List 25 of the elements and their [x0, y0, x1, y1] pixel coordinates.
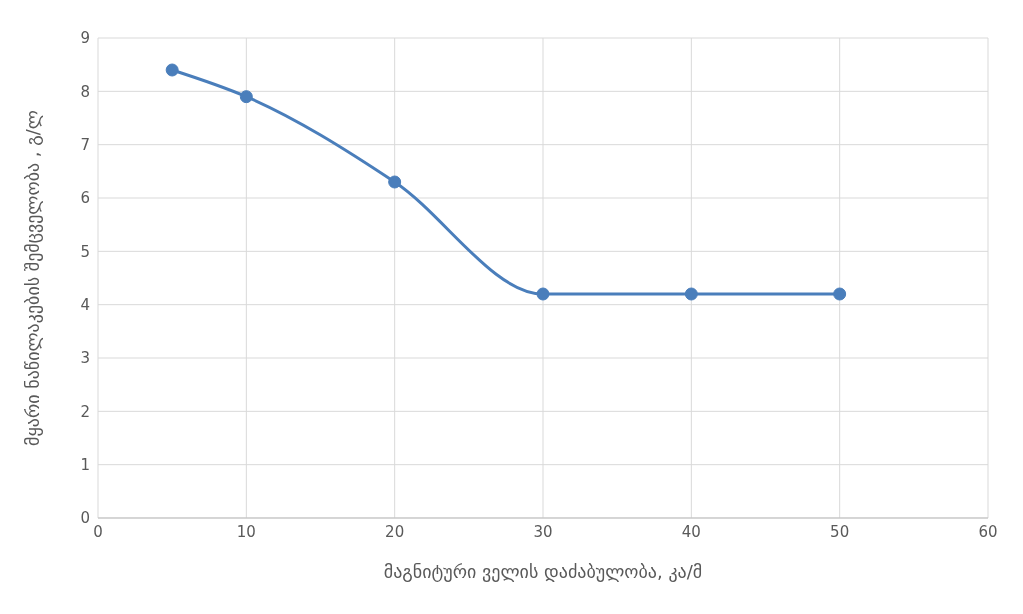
point — [165, 63, 179, 77]
y-tick-label: 0 — [80, 509, 90, 528]
point — [536, 287, 550, 301]
point — [684, 287, 698, 301]
x-tick-label: 10 — [236, 522, 256, 541]
point — [388, 175, 402, 189]
x-tick-label: 20 — [385, 522, 405, 541]
x-tick-label: 60 — [978, 522, 998, 541]
x-axis-title: მაგნიტური ველის დაძაბულობა, კა/მ — [383, 561, 703, 582]
x-tick-label: 0 — [93, 522, 103, 541]
y-tick-label: 7 — [80, 135, 90, 154]
y-tick-label: 9 — [80, 29, 90, 48]
y-tick-label: 3 — [80, 349, 90, 368]
x-tick-label: 40 — [681, 522, 701, 541]
y-tick-label: 5 — [80, 242, 90, 261]
x-tick-label: 30 — [533, 522, 553, 541]
y-tick-label: 1 — [80, 455, 90, 474]
y-tick-label: 8 — [80, 82, 90, 101]
x-tick-label: 50 — [830, 522, 850, 541]
point — [833, 287, 847, 301]
y-tick-label: 4 — [80, 295, 90, 314]
y-tick-label: 6 — [80, 189, 90, 208]
y-tick-label: 2 — [80, 402, 90, 421]
point — [239, 90, 253, 104]
y-axis-title: მყარი ნაწილაკების შემცველობა , გ/ლ — [22, 110, 44, 446]
